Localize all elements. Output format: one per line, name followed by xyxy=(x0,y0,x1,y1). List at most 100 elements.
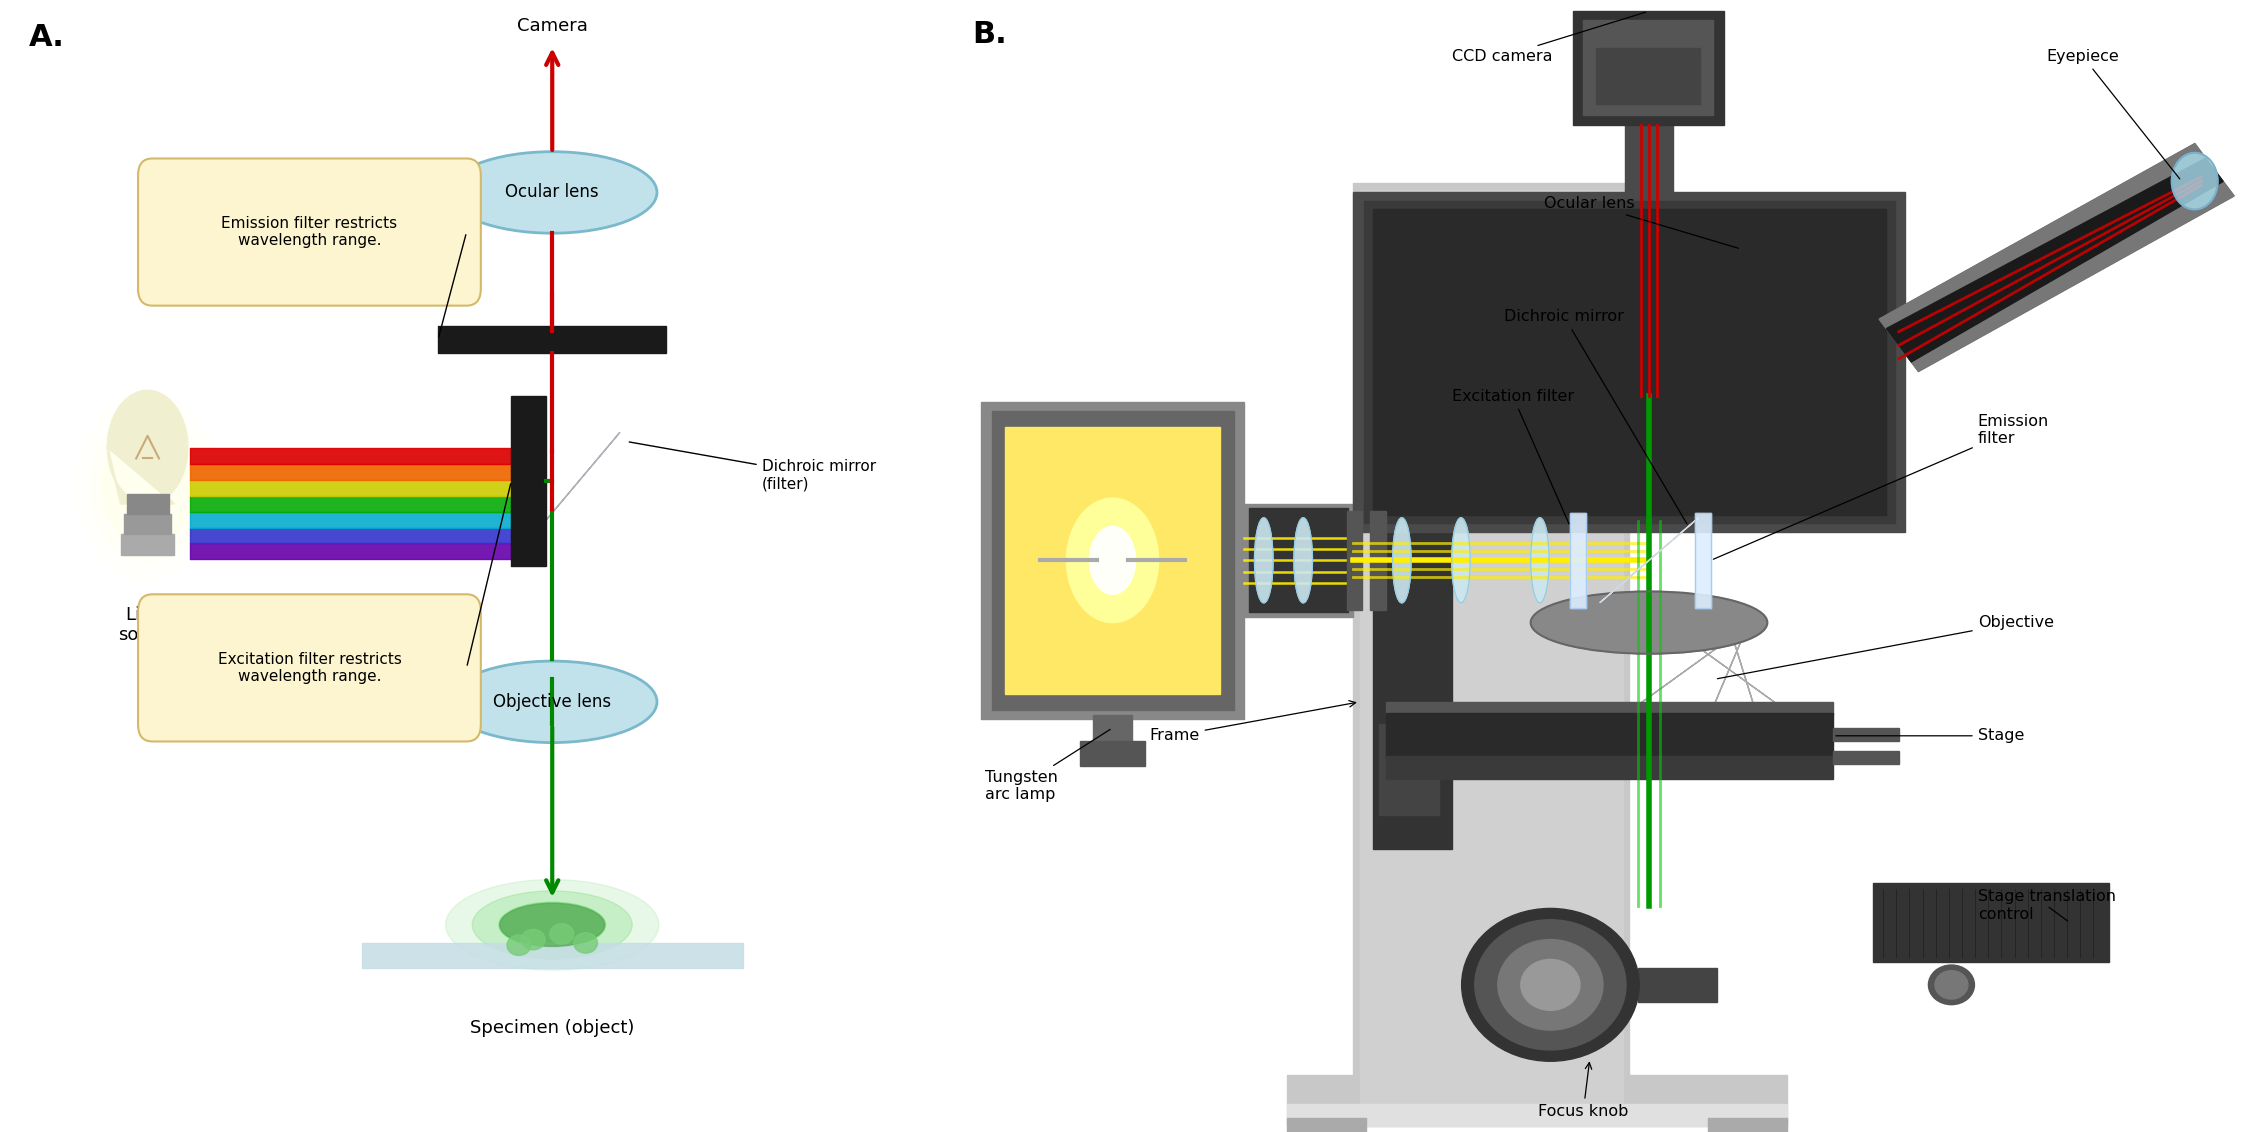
Ellipse shape xyxy=(551,924,574,944)
Polygon shape xyxy=(1886,158,2224,362)
Text: Excitation filter restricts
wavelength range.: Excitation filter restricts wavelength r… xyxy=(218,652,401,684)
Bar xyxy=(1378,724,1440,815)
Text: Ocular lens: Ocular lens xyxy=(506,183,598,201)
Ellipse shape xyxy=(1530,517,1548,603)
Ellipse shape xyxy=(1392,517,1410,603)
Bar xyxy=(1374,453,1451,849)
Bar xyxy=(1834,728,1900,741)
Bar xyxy=(1873,883,2108,962)
Ellipse shape xyxy=(1476,919,1625,1050)
Bar xyxy=(1834,751,1900,764)
Bar xyxy=(1353,192,1904,532)
Bar xyxy=(1347,511,1362,610)
Ellipse shape xyxy=(499,903,605,946)
Bar xyxy=(1639,968,1718,1002)
Polygon shape xyxy=(1601,518,1698,602)
Ellipse shape xyxy=(1065,498,1158,623)
Bar xyxy=(120,534,175,555)
Polygon shape xyxy=(1879,144,2233,371)
Bar xyxy=(1625,125,1673,192)
Text: Objective lens: Objective lens xyxy=(494,693,612,711)
Bar xyxy=(1288,1118,1367,1132)
Ellipse shape xyxy=(472,891,632,959)
Bar xyxy=(1385,756,1834,779)
Bar xyxy=(991,411,1233,710)
Bar xyxy=(1079,741,1145,766)
Bar xyxy=(1709,1118,1786,1132)
Bar xyxy=(1288,1075,1786,1126)
Ellipse shape xyxy=(499,902,605,947)
Polygon shape xyxy=(1734,641,1775,777)
Bar xyxy=(982,402,1245,719)
Text: Frame: Frame xyxy=(1149,701,1356,744)
Bar xyxy=(1696,513,1712,608)
Bar xyxy=(438,326,666,353)
Ellipse shape xyxy=(1936,971,1968,1000)
Ellipse shape xyxy=(521,929,544,950)
Ellipse shape xyxy=(447,152,657,233)
Bar xyxy=(1385,713,1834,758)
Ellipse shape xyxy=(1498,940,1603,1030)
Bar xyxy=(125,514,172,534)
Bar xyxy=(1571,513,1587,608)
Ellipse shape xyxy=(1929,964,1975,1005)
Text: Tungsten
arc lamp: Tungsten arc lamp xyxy=(984,729,1111,803)
Bar xyxy=(1245,504,1353,617)
Polygon shape xyxy=(1576,645,1721,751)
Text: Ocular lens: Ocular lens xyxy=(1544,196,1739,248)
Ellipse shape xyxy=(1254,517,1274,603)
Polygon shape xyxy=(1689,642,1741,763)
Ellipse shape xyxy=(1451,517,1471,603)
Ellipse shape xyxy=(1090,526,1136,594)
Ellipse shape xyxy=(447,880,660,970)
Text: Emission filter restricts
wavelength range.: Emission filter restricts wavelength ran… xyxy=(222,216,397,248)
Bar xyxy=(1571,513,1587,608)
Text: Emission
filter: Emission filter xyxy=(1714,414,2049,559)
Bar xyxy=(1573,11,1723,125)
Polygon shape xyxy=(107,391,188,504)
Bar xyxy=(1582,20,1714,115)
Polygon shape xyxy=(1696,645,1791,714)
Ellipse shape xyxy=(447,661,657,743)
Text: Specimen (object): Specimen (object) xyxy=(469,1019,635,1037)
Text: CCD camera: CCD camera xyxy=(1451,12,1646,65)
Text: Camera: Camera xyxy=(517,17,587,35)
Text: Stage translation
control: Stage translation control xyxy=(1977,890,2115,921)
Bar xyxy=(1360,190,1623,1107)
Bar xyxy=(1369,511,1385,610)
Ellipse shape xyxy=(508,935,530,955)
Text: Excitation filter: Excitation filter xyxy=(1451,388,1573,524)
Bar xyxy=(1093,715,1131,747)
Text: Dichroic mirror
(filter): Dichroic mirror (filter) xyxy=(630,441,875,491)
Ellipse shape xyxy=(102,428,193,546)
Text: Stage: Stage xyxy=(1836,728,2024,744)
Ellipse shape xyxy=(77,393,220,580)
Bar xyxy=(1696,513,1712,608)
FancyBboxPatch shape xyxy=(138,594,481,741)
Bar xyxy=(1596,48,1700,104)
Ellipse shape xyxy=(1294,517,1313,603)
Text: Eyepiece: Eyepiece xyxy=(2047,49,2181,179)
Text: Dichroic mirror: Dichroic mirror xyxy=(1505,309,1687,524)
Ellipse shape xyxy=(1462,908,1639,1062)
Text: Light
source: Light source xyxy=(118,606,177,644)
Polygon shape xyxy=(537,432,619,530)
Bar xyxy=(512,396,546,566)
Bar xyxy=(1353,183,1630,1112)
Ellipse shape xyxy=(1530,591,1768,653)
Ellipse shape xyxy=(2172,153,2217,209)
FancyBboxPatch shape xyxy=(138,158,481,306)
Bar xyxy=(127,494,168,514)
Text: Focus knob: Focus knob xyxy=(1537,1063,1628,1118)
Text: Objective: Objective xyxy=(1718,615,2054,679)
Ellipse shape xyxy=(1521,960,1580,1010)
Text: A.: A. xyxy=(29,23,63,52)
Polygon shape xyxy=(1879,144,2233,371)
Ellipse shape xyxy=(91,412,204,561)
Bar xyxy=(1288,1104,1786,1126)
Text: B.: B. xyxy=(973,20,1007,50)
Bar xyxy=(1365,201,1895,523)
Bar xyxy=(1004,427,1220,694)
Bar xyxy=(1374,209,1886,515)
Ellipse shape xyxy=(574,933,598,953)
